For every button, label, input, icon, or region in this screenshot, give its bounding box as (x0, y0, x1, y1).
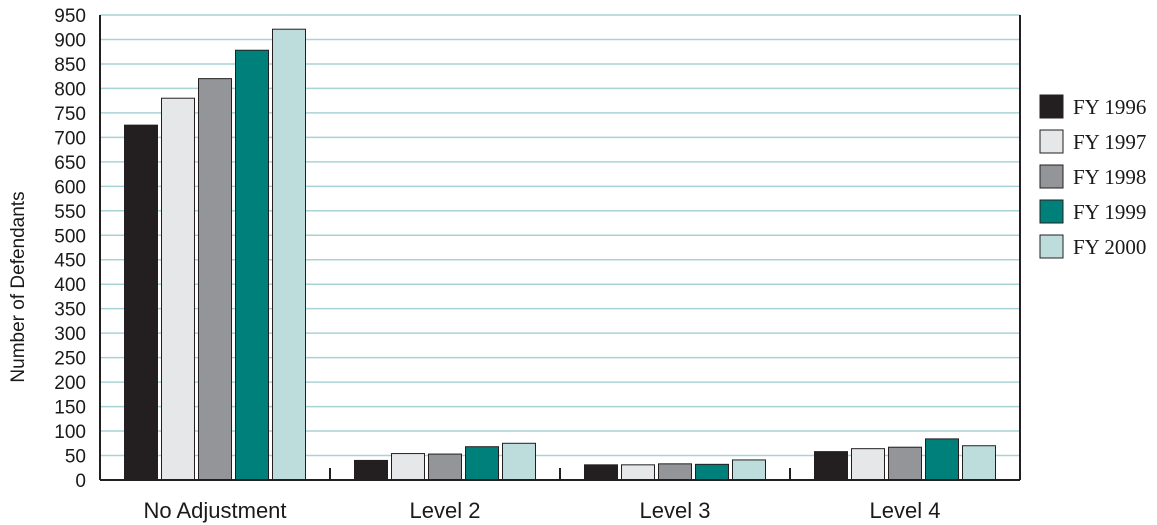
bar (695, 463, 729, 481)
legend-swatch (1039, 234, 1064, 259)
y-tick-label: 950 (54, 6, 86, 27)
y-tick-label: 800 (54, 79, 86, 100)
legend-swatch (1039, 94, 1064, 119)
y-tick-label: 850 (54, 55, 86, 76)
y-tick-label: 300 (54, 324, 86, 345)
bar (428, 453, 462, 481)
legend-label: FY 1997 (1073, 130, 1146, 154)
bar (354, 459, 388, 481)
y-tick-label: 350 (54, 300, 86, 321)
bar (814, 451, 848, 481)
bars (124, 28, 996, 481)
bar (161, 97, 195, 481)
bar (732, 459, 766, 481)
y-tick-label: 50 (65, 447, 86, 468)
y-tick-label: 0 (75, 471, 86, 492)
y-tick-label: 250 (54, 349, 86, 370)
x-category-label: Level 2 (410, 498, 481, 523)
y-tick-label: 550 (54, 202, 86, 223)
legend-label: FY 1998 (1073, 165, 1146, 189)
x-category-label: Level 3 (640, 498, 711, 523)
bar (124, 124, 158, 481)
y-axis-label: Number of Defendants (8, 191, 29, 382)
bar (272, 28, 306, 481)
legend-swatch (1039, 199, 1064, 224)
y-tick-label: 900 (54, 30, 86, 51)
y-tick-labels: 0 50 100 150 200 250 300 350 400 450 500 550 600 650 7… (54, 6, 86, 492)
y-tick-label: 500 (54, 226, 86, 247)
bar (925, 438, 959, 481)
y-tick-label: 750 (54, 104, 86, 125)
legend-swatch (1039, 129, 1064, 154)
bar (851, 448, 885, 481)
legend-label: FY 1999 (1073, 200, 1146, 224)
y-tick-label: 150 (54, 398, 86, 419)
bar (621, 464, 655, 481)
axes (99, 15, 1021, 481)
bar (235, 49, 269, 481)
bar (962, 445, 996, 481)
y-tick-label: 400 (54, 275, 86, 296)
y-tick-label: 600 (54, 177, 86, 198)
y-tick-label: 450 (54, 251, 86, 272)
legend-swatch (1039, 164, 1064, 189)
y-tick-label: 100 (54, 422, 86, 443)
bar (888, 446, 922, 481)
legend: FY 1996 FY 1997 FY 1998 FY 1999 FY 2000 (1039, 94, 1146, 259)
bar (502, 442, 536, 481)
bar (198, 78, 232, 481)
x-category-label: No Adjustment (143, 498, 286, 523)
y-tick-label: 650 (54, 153, 86, 174)
y-tick-label: 700 (54, 128, 86, 149)
category-labels: No Adjustment Level 2 Level 3 Level 4 (143, 498, 940, 523)
bar (391, 453, 425, 481)
legend-label: FY 2000 (1073, 235, 1146, 259)
y-tick-label: 200 (54, 373, 86, 394)
bar (658, 463, 692, 481)
legend-label: FY 1996 (1073, 95, 1146, 119)
x-category-label: Level 4 (870, 498, 941, 523)
bar (584, 464, 618, 481)
bar (465, 446, 499, 481)
